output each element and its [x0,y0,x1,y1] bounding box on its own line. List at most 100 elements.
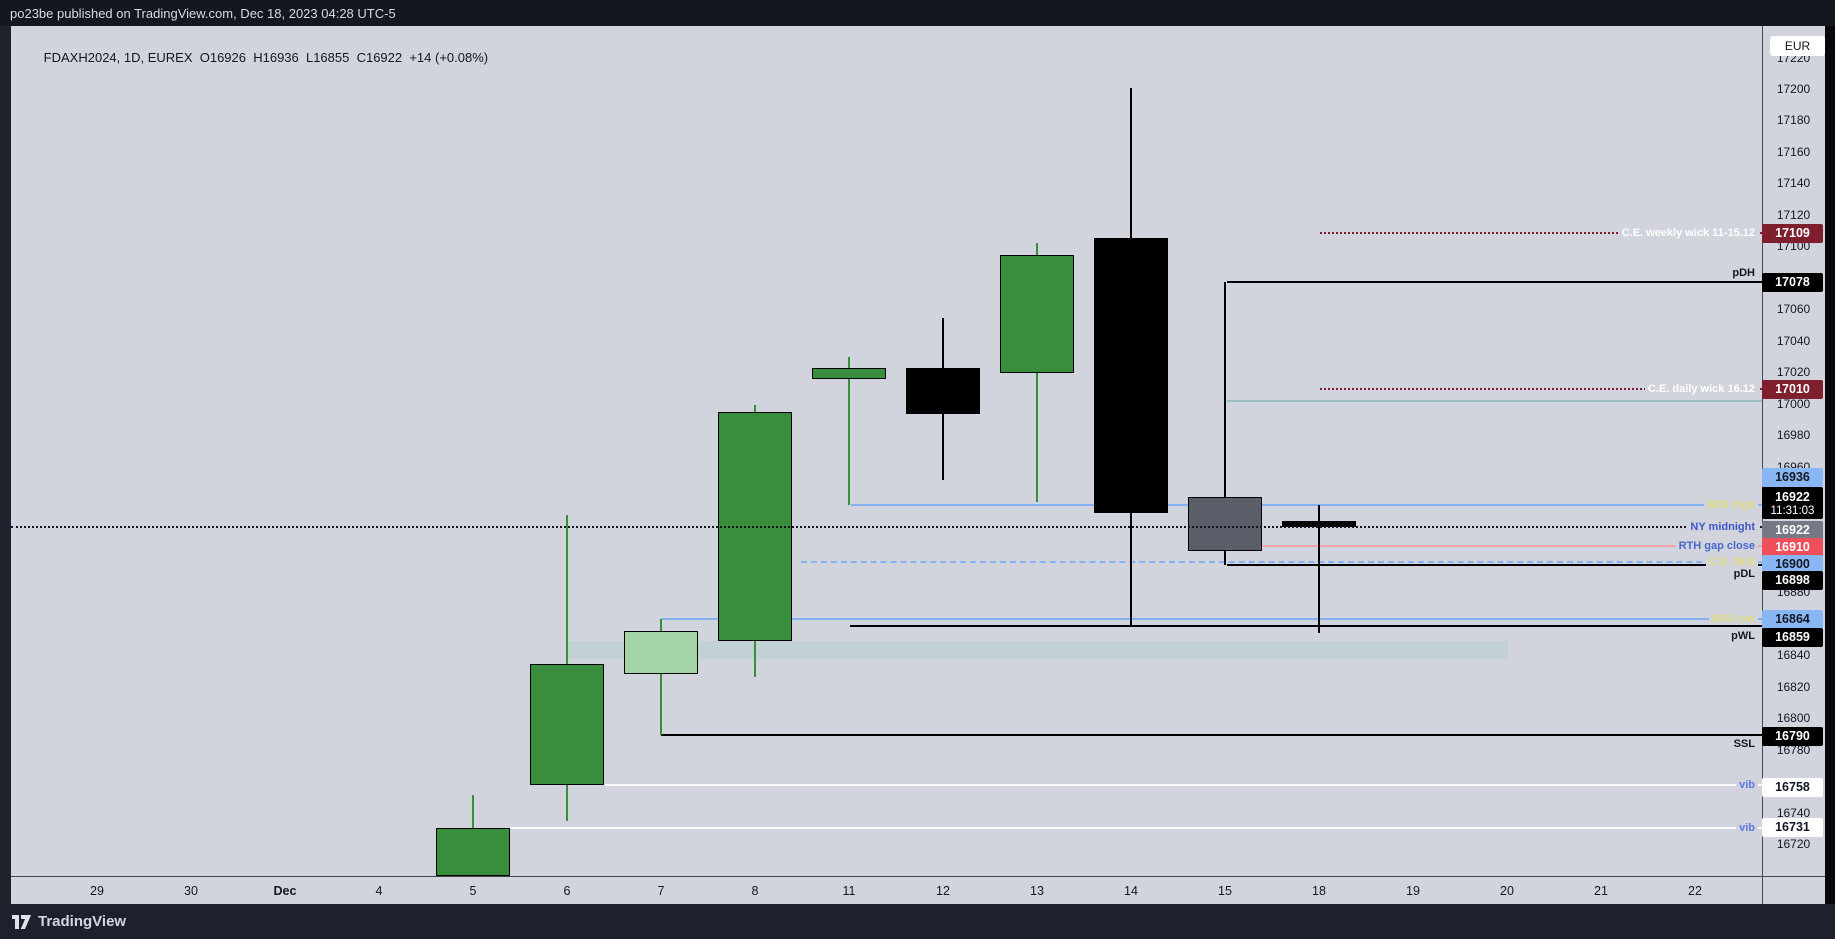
candle-wick-Dec-11 [848,357,850,506]
level-line-vib [510,826,1762,829]
tradingview-logo-icon [12,914,31,929]
candle-wick-Dec-18 [1318,505,1320,633]
candle-Dec-15 [1188,497,1262,551]
candle-wick-Dec-15 [1224,281,1226,566]
level-label-C.E. daily wick 16.12: C.E. daily wick 16.12 [1644,382,1758,395]
time-label-6: 6 [563,884,571,898]
level-label-SSL: SSL [1730,737,1758,750]
time-label-5: 5 [469,884,477,898]
time-label-12: 12 [936,884,950,898]
symbol-legend: FDAXH2024, 1D, EUREX O16926 H16936 L1685… [22,35,488,80]
level-label-pWL: pWL [1728,630,1758,643]
axis-corner-border [1762,876,1763,904]
time-label-18: 18 [1312,884,1326,898]
candle-Dec-14 [1094,237,1168,514]
level-line-pDL [1227,564,1762,567]
footer-bar: TradingView [0,904,1835,939]
time-label-13: 13 [1030,884,1044,898]
price-badge-16922: 16922 11:31:03 [1762,487,1823,519]
candle-Dec-13 [1000,255,1074,374]
price-tick-17200: 17200 [1776,82,1811,96]
price-badge-16910: 16910 [1762,537,1823,557]
price-tick-17000: 17000 [1776,396,1811,411]
time-label-11: 11 [842,884,856,898]
candle-wick-Dec-7 [660,618,662,735]
level-label-C.E. BISI: C.E. BISI [1706,555,1758,568]
candle-Dec-11 [812,368,886,380]
time-label-15: 15 [1218,884,1232,898]
level-label-NY midnight: NY midnight [1687,521,1758,534]
level-line-BISI low [661,617,1762,620]
price-tick-16740: 16740 [1776,805,1811,820]
candle-Dec-7 [624,631,698,674]
price-tick-16720: 16720 [1776,837,1811,852]
right-edge-strip [1825,26,1835,904]
level-line-pWL [850,625,1762,628]
price-tick-16780: 16780 [1776,742,1811,757]
teal-zone [568,640,1508,660]
price-tick-17160: 17160 [1776,144,1811,159]
price-badge-16731: 16731 [1762,817,1823,837]
price-tick-17100: 17100 [1776,239,1811,254]
legend-text: FDAXH2024, 1D, EUREX O16926 H16936 L1685… [43,50,489,65]
level-label-RTH gap close: RTH gap close [1675,540,1758,553]
price-tick-16820: 16820 [1776,679,1811,694]
price-badge-16790: 16790 [1762,726,1823,746]
tradingview-logo[interactable]: TradingView [12,913,126,930]
level-line-NY midnight [11,526,1762,529]
time-label-7: 7 [657,884,665,898]
level-line-pDH [1227,280,1762,283]
bar-countdown: 11:31:03 [1770,505,1815,517]
chart-plot-area[interactable]: FDAXH2024, 1D, EUREX O16926 H16936 L1685… [11,26,1762,876]
time-label-Dec: Dec [273,884,297,898]
level-line-teal [1227,400,1762,403]
price-axis-pane[interactable]: EUR 17220 17200 17180 17160 17140 17120 17100 1… [1762,26,1825,876]
price-tick-17140: 17140 [1776,176,1811,191]
time-axis-pane[interactable]: 29 30 Dec 4 5 6 7 8 11 12 13 14 15 18 19 20 21 22 [11,876,1825,904]
price-badge-16758: 16758 [1762,777,1823,797]
price-badge-16922: 16922 [1762,520,1823,540]
left-edge-strip [0,26,11,904]
price-tick-16800: 16800 [1776,711,1811,726]
level-label-vib: vib [1736,779,1758,792]
price-tick-17060: 17060 [1776,302,1811,317]
level-line-C.E. daily wick 16.12 [1320,387,1762,390]
candle-Dec-12 [906,368,980,415]
price-badge-16859: 16859 [1762,627,1823,647]
level-line-C.E. weekly wick 11-15.12 [1320,232,1762,235]
level-line-RTH gap close [1190,545,1762,548]
level-line-vib [605,784,1762,787]
time-label-8: 8 [751,884,759,898]
time-label-29: 29 [90,884,104,898]
price-tick-17120: 17120 [1776,207,1811,222]
price-badge-16898: 16898 [1762,570,1823,590]
tradingview-brand-text: TradingView [38,913,127,930]
time-label-30: 30 [184,884,198,898]
price-tick-17180: 17180 [1776,113,1811,128]
price-tick-17020: 17020 [1776,365,1811,380]
time-label-22: 22 [1688,884,1702,898]
level-line-BISI high [851,504,1762,507]
currency-button[interactable]: EUR [1770,36,1825,56]
publish-header-text: po23be published on TradingView.com, Dec… [10,5,396,21]
level-label-pDL: pDL [1730,568,1758,581]
price-tick-17040: 17040 [1776,333,1811,348]
candle-Dec-5 [436,827,510,876]
time-label-20: 20 [1500,884,1514,898]
level-label-C.E. weekly wick 11-15.12: C.E. weekly wick 11-15.12 [1618,227,1758,240]
time-label-21: 21 [1594,884,1608,898]
candle-Dec-6 [530,664,604,786]
price-badge-16900: 16900 [1762,554,1823,574]
time-label-14: 14 [1124,884,1138,898]
price-badge-17078: 17078 [1762,272,1823,292]
time-label-19: 19 [1406,884,1420,898]
publish-header: po23be published on TradingView.com, Dec… [0,0,1835,26]
price-badge-17010: 17010 [1762,379,1823,399]
price-tick-16980: 16980 [1776,428,1811,443]
level-label-BISI low: BISI low [1709,612,1758,625]
price-badge-17109: 17109 [1762,223,1823,243]
level-label-pDH: pDH [1729,266,1758,279]
level-label-vib: vib [1736,821,1758,834]
level-line-SSL [661,733,1762,736]
